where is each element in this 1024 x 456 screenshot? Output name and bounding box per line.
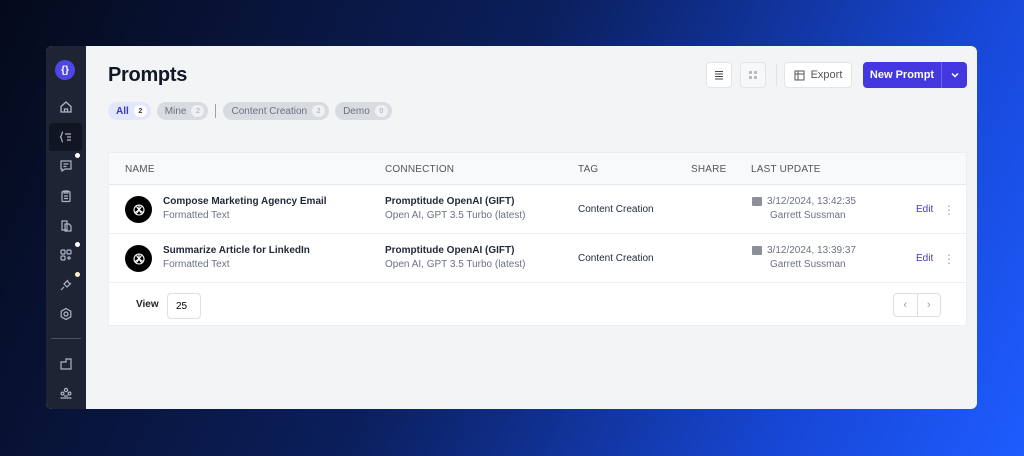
- prev-page-icon[interactable]: ‹: [903, 299, 908, 311]
- filter-chips: All 2 Mine 2 Content Creation 2 Demo 0: [108, 102, 392, 120]
- sidebar-divider: [51, 338, 81, 339]
- filter-divider: [215, 104, 217, 118]
- connection-model: Open AI, GPT 3.5 Turbo (latest): [385, 259, 526, 270]
- apps-icon[interactable]: [50, 242, 82, 268]
- chip-count: 2: [312, 105, 326, 117]
- chip-label: Content Creation: [231, 105, 308, 117]
- grid-icon: [749, 71, 757, 79]
- sidebar: {}: [46, 46, 86, 409]
- next-page-icon[interactable]: ›: [916, 294, 941, 316]
- chat-icon[interactable]: [50, 153, 82, 179]
- prompt-name[interactable]: Compose Marketing Agency Email: [163, 196, 327, 207]
- documents-icon[interactable]: [50, 213, 82, 239]
- prompt-name[interactable]: Summarize Article for LinkedIn: [163, 245, 310, 256]
- filter-all[interactable]: All 2: [108, 102, 151, 120]
- chip-count: 2: [191, 105, 205, 117]
- gear-icon[interactable]: [50, 301, 82, 327]
- chip-count: 2: [133, 105, 147, 117]
- last-update-user: Garrett Sussman: [770, 210, 846, 221]
- main-content: Prompts All 2 Mine 2 Content Creation 2 Dem…: [86, 46, 977, 409]
- toolbar-divider: [776, 64, 777, 86]
- new-prompt-label[interactable]: New Prompt: [869, 69, 935, 81]
- chip-count: 0: [374, 105, 388, 117]
- tag: Content Creation: [578, 204, 654, 215]
- more-options-icon[interactable]: ⋮: [943, 203, 955, 217]
- new-prompt-button[interactable]: New Prompt: [863, 62, 967, 88]
- filter-content-creation[interactable]: Content Creation 2: [223, 102, 330, 120]
- openai-icon: [125, 245, 152, 272]
- prompts-icon[interactable]: [49, 123, 82, 151]
- pagination: ‹ ›: [893, 293, 941, 317]
- folder-icon[interactable]: [50, 351, 82, 377]
- chevron-down-icon[interactable]: [941, 62, 967, 88]
- table-footer: View 25 ‹ ›: [109, 283, 966, 327]
- calendar-icon: [752, 246, 762, 255]
- prompt-type: Formatted Text: [163, 259, 230, 270]
- table-row[interactable]: Summarize Article for LinkedIn Formatted…: [109, 234, 966, 283]
- grid-view-button[interactable]: [740, 62, 766, 88]
- page-title: Prompts: [108, 64, 188, 86]
- last-update-date: 3/12/2024, 13:39:37: [767, 245, 856, 256]
- connection-name: Promptitude OpenAI (GIFT): [385, 196, 515, 207]
- column-tag[interactable]: TAG: [578, 164, 599, 175]
- home-icon[interactable]: [50, 94, 82, 120]
- export-label: Export: [810, 69, 843, 81]
- connection-name: Promptitude OpenAI (GIFT): [385, 245, 515, 256]
- view-label: View: [136, 299, 159, 310]
- column-last-update[interactable]: LAST UPDATE: [751, 164, 821, 175]
- filter-mine[interactable]: Mine 2: [156, 102, 209, 120]
- logo[interactable]: {}: [55, 60, 75, 80]
- export-button[interactable]: Export: [784, 62, 852, 88]
- clipboard-icon[interactable]: [50, 183, 82, 209]
- openai-icon: [125, 196, 152, 223]
- team-icon[interactable]: [50, 380, 82, 406]
- column-share[interactable]: SHARE: [691, 164, 727, 175]
- plug-icon[interactable]: [50, 272, 82, 298]
- page-size-select[interactable]: 25: [167, 293, 201, 319]
- calendar-icon: [752, 197, 762, 206]
- app-window: {} Prompts All 2 Mine 2 Content Creation 2 …: [46, 46, 977, 409]
- list-icon: [715, 71, 723, 80]
- table-header: NAME CONNECTION TAG SHARE LAST UPDATE: [109, 153, 966, 185]
- tag: Content Creation: [578, 253, 654, 264]
- chip-label: Demo: [343, 105, 370, 117]
- more-options-icon[interactable]: ⋮: [943, 252, 955, 266]
- column-connection[interactable]: CONNECTION: [385, 164, 455, 175]
- last-update-date: 3/12/2024, 13:42:35: [767, 196, 856, 207]
- connection-model: Open AI, GPT 3.5 Turbo (latest): [385, 210, 526, 221]
- table-row[interactable]: Compose Marketing Agency Email Formatted…: [109, 185, 966, 234]
- list-view-button[interactable]: [706, 62, 732, 88]
- edit-button[interactable]: Edit: [916, 253, 934, 264]
- column-name[interactable]: NAME: [125, 164, 155, 175]
- chip-label: Mine: [164, 105, 187, 117]
- prompts-table: NAME CONNECTION TAG SHARE LAST UPDATE Co…: [108, 152, 967, 326]
- filter-demo[interactable]: Demo 0: [335, 102, 392, 120]
- prompt-type: Formatted Text: [163, 210, 230, 221]
- edit-button[interactable]: Edit: [916, 204, 934, 215]
- table-export-icon: [794, 70, 805, 80]
- chip-label: All: [116, 105, 129, 117]
- last-update-user: Garrett Sussman: [770, 259, 846, 270]
